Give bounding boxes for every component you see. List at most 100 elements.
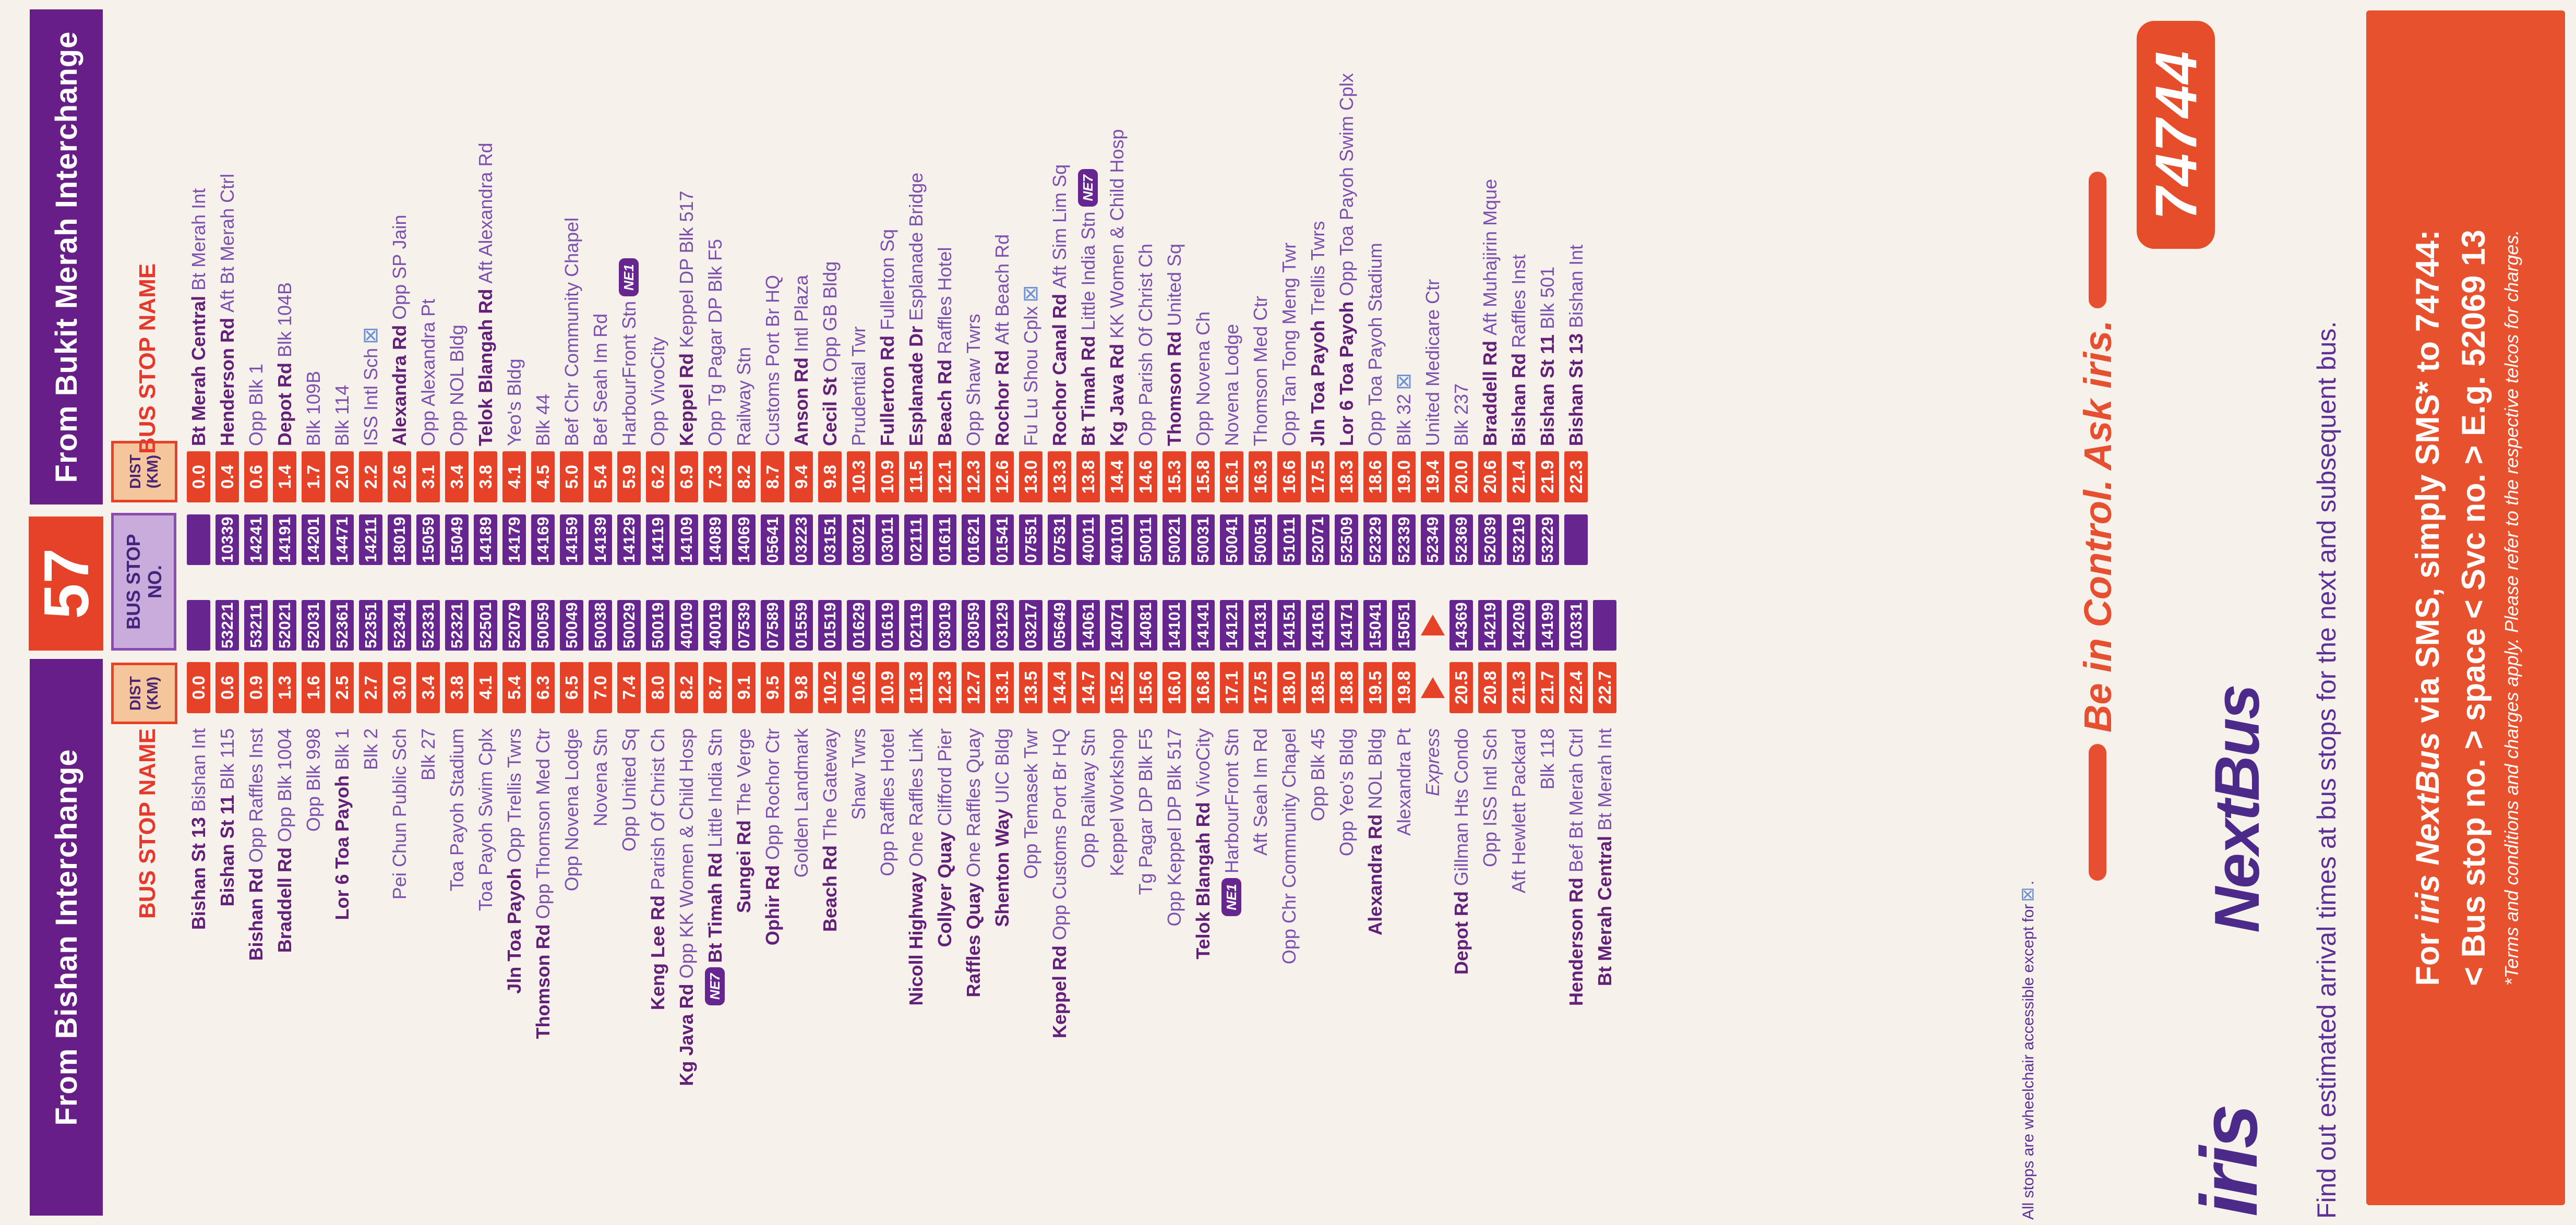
bishan-dist-box: 4.1 — [474, 662, 497, 713]
bishan-stopno-box: 14171 — [1335, 600, 1358, 651]
bishan-stopno-box: 14209 — [1507, 600, 1530, 651]
bishan-stop-name: NE7Bt Timah Rd Little India Stn — [703, 728, 727, 1225]
stop-row: Express 52349 19.4 United Medicare Ctr — [1420, 0, 1445, 1225]
bishan-stop-name: Blk 118 — [1537, 728, 1558, 790]
bukit-merah-dist-box: 10.9 — [876, 451, 899, 502]
bukit-merah-stopno-box: 50051 — [1249, 514, 1272, 565]
bukit-merah-stop-name: Depot Rd Blk 104B — [274, 282, 295, 446]
bukit-merah-stopno-box: 10339 — [215, 514, 239, 565]
stop-row: Opp Chr Community Chapel 18.0 14151 51011 16… — [1277, 0, 1301, 1225]
bishan-stop-name: Shaw Twrs — [848, 728, 869, 820]
bukit-merah-stopno-box: 14089 — [703, 514, 727, 565]
bishan-stop-name: Bishan St 13 Bishan Int — [188, 728, 209, 930]
bishan-stopno-box: 14071 — [1105, 600, 1129, 651]
bukit-merah-dist-box: 4.1 — [502, 451, 526, 502]
bishan-stop-name: NE1HarbourFront Stn — [1220, 728, 1243, 1225]
bukit-merah-dist-box: 9.8 — [818, 451, 842, 502]
stop-row: Aft Hewlett Packard 21.3 14209 53219 21.4 Bis… — [1507, 0, 1530, 1225]
bukit-merah-dist-box: 2.2 — [359, 451, 382, 502]
bukit-merah-stopno-box: 03151 — [818, 514, 842, 565]
bukit-merah-stop-name: Thomson Rd United Sq — [1164, 243, 1185, 446]
stop-row: NE7Bt Timah Rd Little India Stn 8.7 40019 1… — [703, 0, 727, 1225]
bishan-stop-name: Aft Seah Im Rd — [1250, 728, 1271, 856]
bishan-stopno-box: 14141 — [1191, 600, 1215, 651]
stop-row: Bt Merah Central Bt Merah Int 22.7 — [1593, 0, 1616, 1225]
bukit-merah-stopno-box: 14109 — [675, 514, 698, 565]
bukit-merah-stop-name: Opp Alexandra Pt — [417, 298, 439, 446]
tagline-row: Be in Control. Ask iris. — [2072, 172, 2123, 881]
bishan-dist-box: 18.5 — [1306, 662, 1329, 713]
bukit-merah-stop-name: Bishan St 11 Blk 501 — [1537, 266, 1558, 446]
dist-km-header-bishan: DIST (KM) — [111, 663, 177, 724]
bishan-express-arrow — [1420, 662, 1445, 713]
bukit-merah-stop-name: Fullerton Rd Fullerton Sq — [877, 229, 898, 446]
bishan-dist-box: 1.3 — [273, 662, 296, 713]
bishan-dist-box: 14.7 — [1076, 662, 1100, 713]
bishan-stopno-box: 03019 — [933, 600, 956, 651]
from-bishan-label: From Bishan Interchange — [49, 749, 83, 1126]
stop-row: Bishan St 13 Bishan Int 0.0 0.0 Bt Merah Ce… — [187, 0, 210, 1225]
bukit-merah-stopno-box: 50011 — [1134, 514, 1157, 565]
bishan-dist-box: 13.5 — [1019, 662, 1043, 713]
bishan-stopno-box: 14131 — [1249, 600, 1272, 651]
mrt-line-tag-ne7: NE7 — [705, 967, 725, 1006]
tagline-rule-right — [2089, 172, 2106, 309]
bishan-dist-box: 22.7 — [1593, 662, 1616, 713]
stop-row: Opp Blk 998 1.6 52031 14201 1.7 Blk 109B — [302, 0, 325, 1225]
ad-description: Find out estimated arrival times at bus … — [2312, 321, 2341, 1219]
bishan-stop-name: Alexandra Rd NOL Bldg — [1364, 728, 1386, 935]
bishan-stop-name: Opp Keppel DP Blk 517 — [1164, 728, 1185, 927]
bishan-stopno-box — [187, 600, 210, 651]
wheelchair-footnote: All stops are wheelchair accessible exce… — [2017, 881, 2038, 1220]
bukit-merah-stopno-box: 53229 — [1536, 514, 1559, 565]
road-name-bold: Ophir Rd — [762, 860, 783, 946]
bus-stop-no-header: BUS STOP NO. — [111, 513, 176, 651]
bukit-merah-stop-name: Kg Java Rd KK Women & Child Hosp — [1106, 129, 1128, 446]
bukit-merah-stopno-box: 50021 — [1163, 514, 1186, 565]
bishan-stopno-box: 05649 — [1048, 600, 1071, 651]
bishan-stop-name: Tg Pagar DP Blk F5 — [1135, 728, 1156, 895]
bukit-merah-stop-name: Telok Blangah Rd Aft Alexandra Rd — [475, 142, 496, 446]
road-name-bold: Keppel Rd — [676, 347, 697, 446]
road-name-bold: Keppel Rd — [1049, 940, 1070, 1039]
bishan-stop-name: Nicoll Highway One Raffles Link — [905, 728, 927, 1006]
bishan-dist-box: 10.2 — [818, 662, 842, 713]
bishan-dist-box: 2.5 — [330, 662, 354, 713]
bishan-stopno-box: 53221 — [215, 600, 239, 651]
stop-row: Bishan St 11 Blk 115 0.6 53221 10339 0.4 Hend… — [215, 0, 239, 1225]
bukit-merah-stopno-box: 07531 — [1048, 514, 1071, 565]
road-name-bold: Braddell Rd — [274, 842, 295, 953]
arrow-right-icon — [1420, 677, 1445, 698]
bishan-stop-name: Opp United Sq — [618, 728, 640, 852]
stop-row: Keng Lee Rd Parish Of Christ Ch 8.0 50019 1… — [646, 0, 669, 1225]
stop-row: Opp Novena Lodge 6.5 50049 14159 5.0 Bef Chr … — [560, 0, 583, 1225]
bukit-merah-stop-name: Rochor Canal Rd Aft Sim Lim Sq — [1049, 164, 1070, 446]
bishan-stopno-box: 52361 — [330, 600, 354, 651]
bishan-stopno-box: 52341 — [388, 600, 411, 651]
bukit-merah-stopno-box: 14179 — [502, 514, 526, 565]
bishan-stop-name: Ophir Rd Opp Rochor Ctr — [762, 728, 783, 946]
bishan-stopno-box: 14369 — [1449, 600, 1473, 651]
road-name-bold: Shenton Way — [991, 803, 1013, 927]
bukit-merah-stop-name: Bef Seah Im Rd — [590, 313, 611, 446]
bishan-stopno-box: 40019 — [703, 600, 727, 651]
bishan-stopno-box: 03129 — [990, 600, 1014, 651]
bishan-express-arrow — [1420, 600, 1445, 651]
nextbus-logo: NextBus — [2201, 686, 2272, 933]
bishan-dist-box: 5.4 — [502, 662, 526, 713]
bukit-merah-dist-box: 14.6 — [1134, 451, 1157, 502]
bukit-merah-dist-box: 3.8 — [474, 451, 497, 502]
bishan-stop-name: Bishan St 11 Blk 115 — [217, 728, 238, 907]
bishan-dist-box: 9.1 — [732, 662, 756, 713]
road-name-bold: Jln Toa Payoh — [1307, 315, 1328, 446]
bukit-merah-dist-box: 5.4 — [589, 451, 612, 502]
bishan-stop-name: Opp Raffles Hotel — [877, 728, 898, 876]
bishan-stop-name: Depot Rd Gillman Hts Condo — [1451, 728, 1472, 975]
bukit-merah-dist-box: 21.9 — [1536, 451, 1559, 502]
bishan-stopno-box: 53211 — [244, 600, 268, 651]
bukit-merah-stopno-box: 14241 — [244, 514, 268, 565]
bukit-merah-stop-name: Beach Rd Raffles Hotel — [934, 247, 955, 446]
road-name-bold: Telok Blangah Rd — [1192, 797, 1214, 959]
bukit-merah-dist-box: 18.6 — [1363, 451, 1387, 502]
bishan-stop-name: Beach Rd The Gateway — [819, 728, 841, 932]
